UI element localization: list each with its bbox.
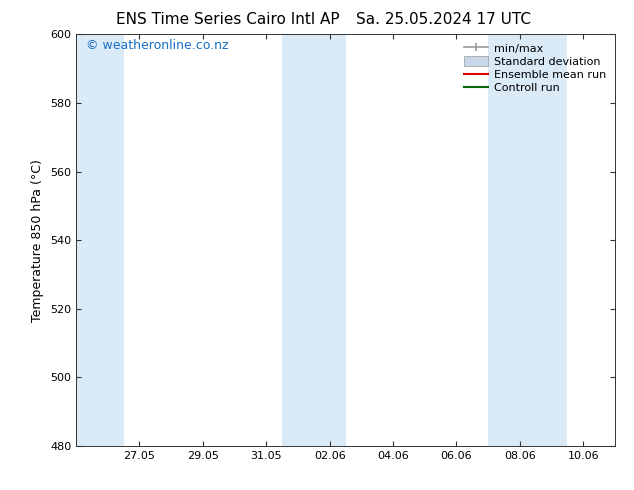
- Bar: [282, 34, 346, 446]
- Text: ENS Time Series Cairo Intl AP: ENS Time Series Cairo Intl AP: [117, 12, 340, 27]
- Bar: [488, 34, 567, 446]
- Bar: [76, 34, 124, 446]
- Text: Sa. 25.05.2024 17 UTC: Sa. 25.05.2024 17 UTC: [356, 12, 531, 27]
- Text: © weatheronline.co.nz: © weatheronline.co.nz: [86, 40, 228, 52]
- Legend: min/max, Standard deviation, Ensemble mean run, Controll run: min/max, Standard deviation, Ensemble me…: [460, 40, 609, 97]
- Y-axis label: Temperature 850 hPa (°C): Temperature 850 hPa (°C): [32, 159, 44, 321]
